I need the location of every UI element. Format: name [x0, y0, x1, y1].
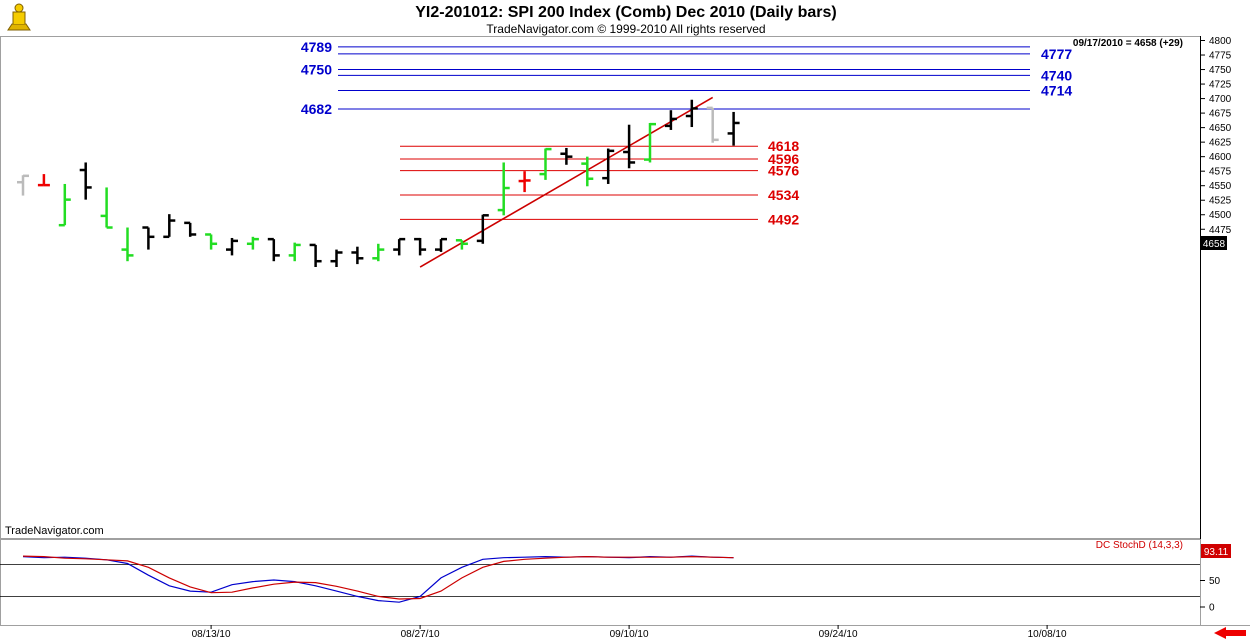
stoch-value-tag: 93.11	[1201, 544, 1231, 558]
price-axis-label: 4775	[1209, 51, 1232, 62]
price-bar	[309, 243, 322, 268]
price-panel	[0, 36, 1201, 539]
price-axis-label: 4750	[1209, 65, 1232, 76]
price-bar	[560, 147, 573, 165]
price-bar	[142, 226, 155, 250]
price-axis-label: 4625	[1209, 138, 1232, 149]
price-bars	[17, 99, 740, 268]
price-bar	[288, 242, 301, 262]
date-axis-label: 09/10/10	[610, 629, 649, 640]
level-label: 4492	[768, 211, 799, 227]
price-bar	[644, 122, 656, 163]
price-bar	[393, 237, 406, 256]
level-label: 4682	[301, 101, 332, 117]
date-axis-label: 08/27/10	[401, 629, 440, 640]
stoch-axis-label: 0	[1209, 603, 1215, 614]
stoch-label: DC StochD (14,3,3)	[1096, 540, 1183, 551]
price-bar	[581, 156, 594, 187]
price-bar	[79, 162, 92, 200]
date-axis: 08/13/10 08/27/10 09/10/10 09/24/10 10/08/10	[192, 625, 1067, 640]
navigator-logo-icon[interactable]	[2, 2, 36, 34]
stoch-panel	[0, 539, 1201, 626]
price-bar	[685, 99, 698, 128]
chart-subtitle: TradeNavigator.com © 1999-2010 All right…	[486, 22, 765, 36]
price-bar	[602, 148, 615, 184]
price-bar	[205, 233, 218, 250]
level-label: 4714	[1041, 82, 1072, 98]
price-bar	[58, 183, 71, 227]
price-axis-label: 4675	[1209, 109, 1232, 120]
price-bar	[121, 227, 134, 262]
price-bar	[435, 237, 447, 252]
watermark: TradeNavigator.com	[5, 525, 104, 537]
price-axis-label: 4800	[1209, 36, 1232, 47]
price-axis-label: 4700	[1209, 94, 1232, 105]
level-label: 4576	[768, 163, 799, 179]
date-axis-label: 08/13/10	[192, 629, 231, 640]
price-axis-label: 4525	[1209, 196, 1232, 207]
stoch-axis: 50 0	[1200, 576, 1221, 614]
price-axis: 4800 4775 4750 4725 4700 4675 4650 4625 4600 4575…	[1200, 36, 1232, 236]
price-bar	[330, 249, 343, 268]
scroll-left-arrow-icon[interactable]	[1212, 626, 1250, 643]
trendline	[419, 96, 714, 268]
price-axis-label: 4650	[1209, 123, 1232, 134]
level-label: 4789	[301, 39, 332, 55]
price-axis-label: 4500	[1209, 210, 1232, 221]
price-bar	[539, 147, 552, 180]
trendline-layer	[419, 96, 714, 268]
date-axis-label: 09/24/10	[819, 629, 858, 640]
stoch-series-line	[22, 555, 734, 600]
price-bar	[37, 174, 50, 187]
level-label: 4777	[1041, 46, 1072, 62]
price-bar	[351, 246, 364, 265]
price-axis-label: 4575	[1209, 167, 1232, 178]
price-bar	[372, 243, 385, 262]
price-bar	[476, 214, 489, 244]
last-price-tag: 4658	[1201, 236, 1227, 250]
price-bar	[727, 111, 740, 146]
last-price-info: 09/17/2010 = 4658 (+29)	[1073, 38, 1183, 49]
level-label: 4534	[768, 187, 799, 203]
price-axis-label: 4600	[1209, 152, 1232, 163]
level-label: 4618	[768, 138, 799, 154]
date-axis-label: 10/08/10	[1028, 629, 1067, 640]
price-bar	[664, 110, 677, 130]
price-bar	[706, 106, 719, 143]
price-bar	[163, 214, 176, 239]
price-bar	[184, 221, 197, 237]
level-label: 4740	[1041, 67, 1072, 83]
price-axis-label: 4550	[1209, 181, 1232, 192]
price-bar	[100, 187, 113, 229]
price-bar	[518, 171, 531, 193]
price-axis-label: 4725	[1209, 80, 1232, 91]
price-bar	[497, 162, 510, 216]
price-bar	[246, 236, 259, 250]
price-axis-label: 4475	[1209, 225, 1232, 236]
price-bar	[414, 237, 427, 256]
stoch-lines	[0, 555, 1200, 603]
level-label: 4750	[301, 62, 332, 78]
price-bar	[226, 237, 238, 256]
last-price-tag-label: 4658	[1203, 239, 1226, 250]
price-bar	[17, 174, 29, 196]
stoch-value-label: 93.11	[1204, 547, 1229, 558]
chart-title: YI2-201012: SPI 200 Index (Comb) Dec 201…	[415, 4, 837, 21]
stoch-axis-label: 50	[1209, 576, 1221, 587]
level-label: 4596	[768, 151, 799, 167]
price-bar	[623, 124, 636, 169]
price-bar	[455, 239, 468, 250]
price-bar	[267, 237, 280, 262]
